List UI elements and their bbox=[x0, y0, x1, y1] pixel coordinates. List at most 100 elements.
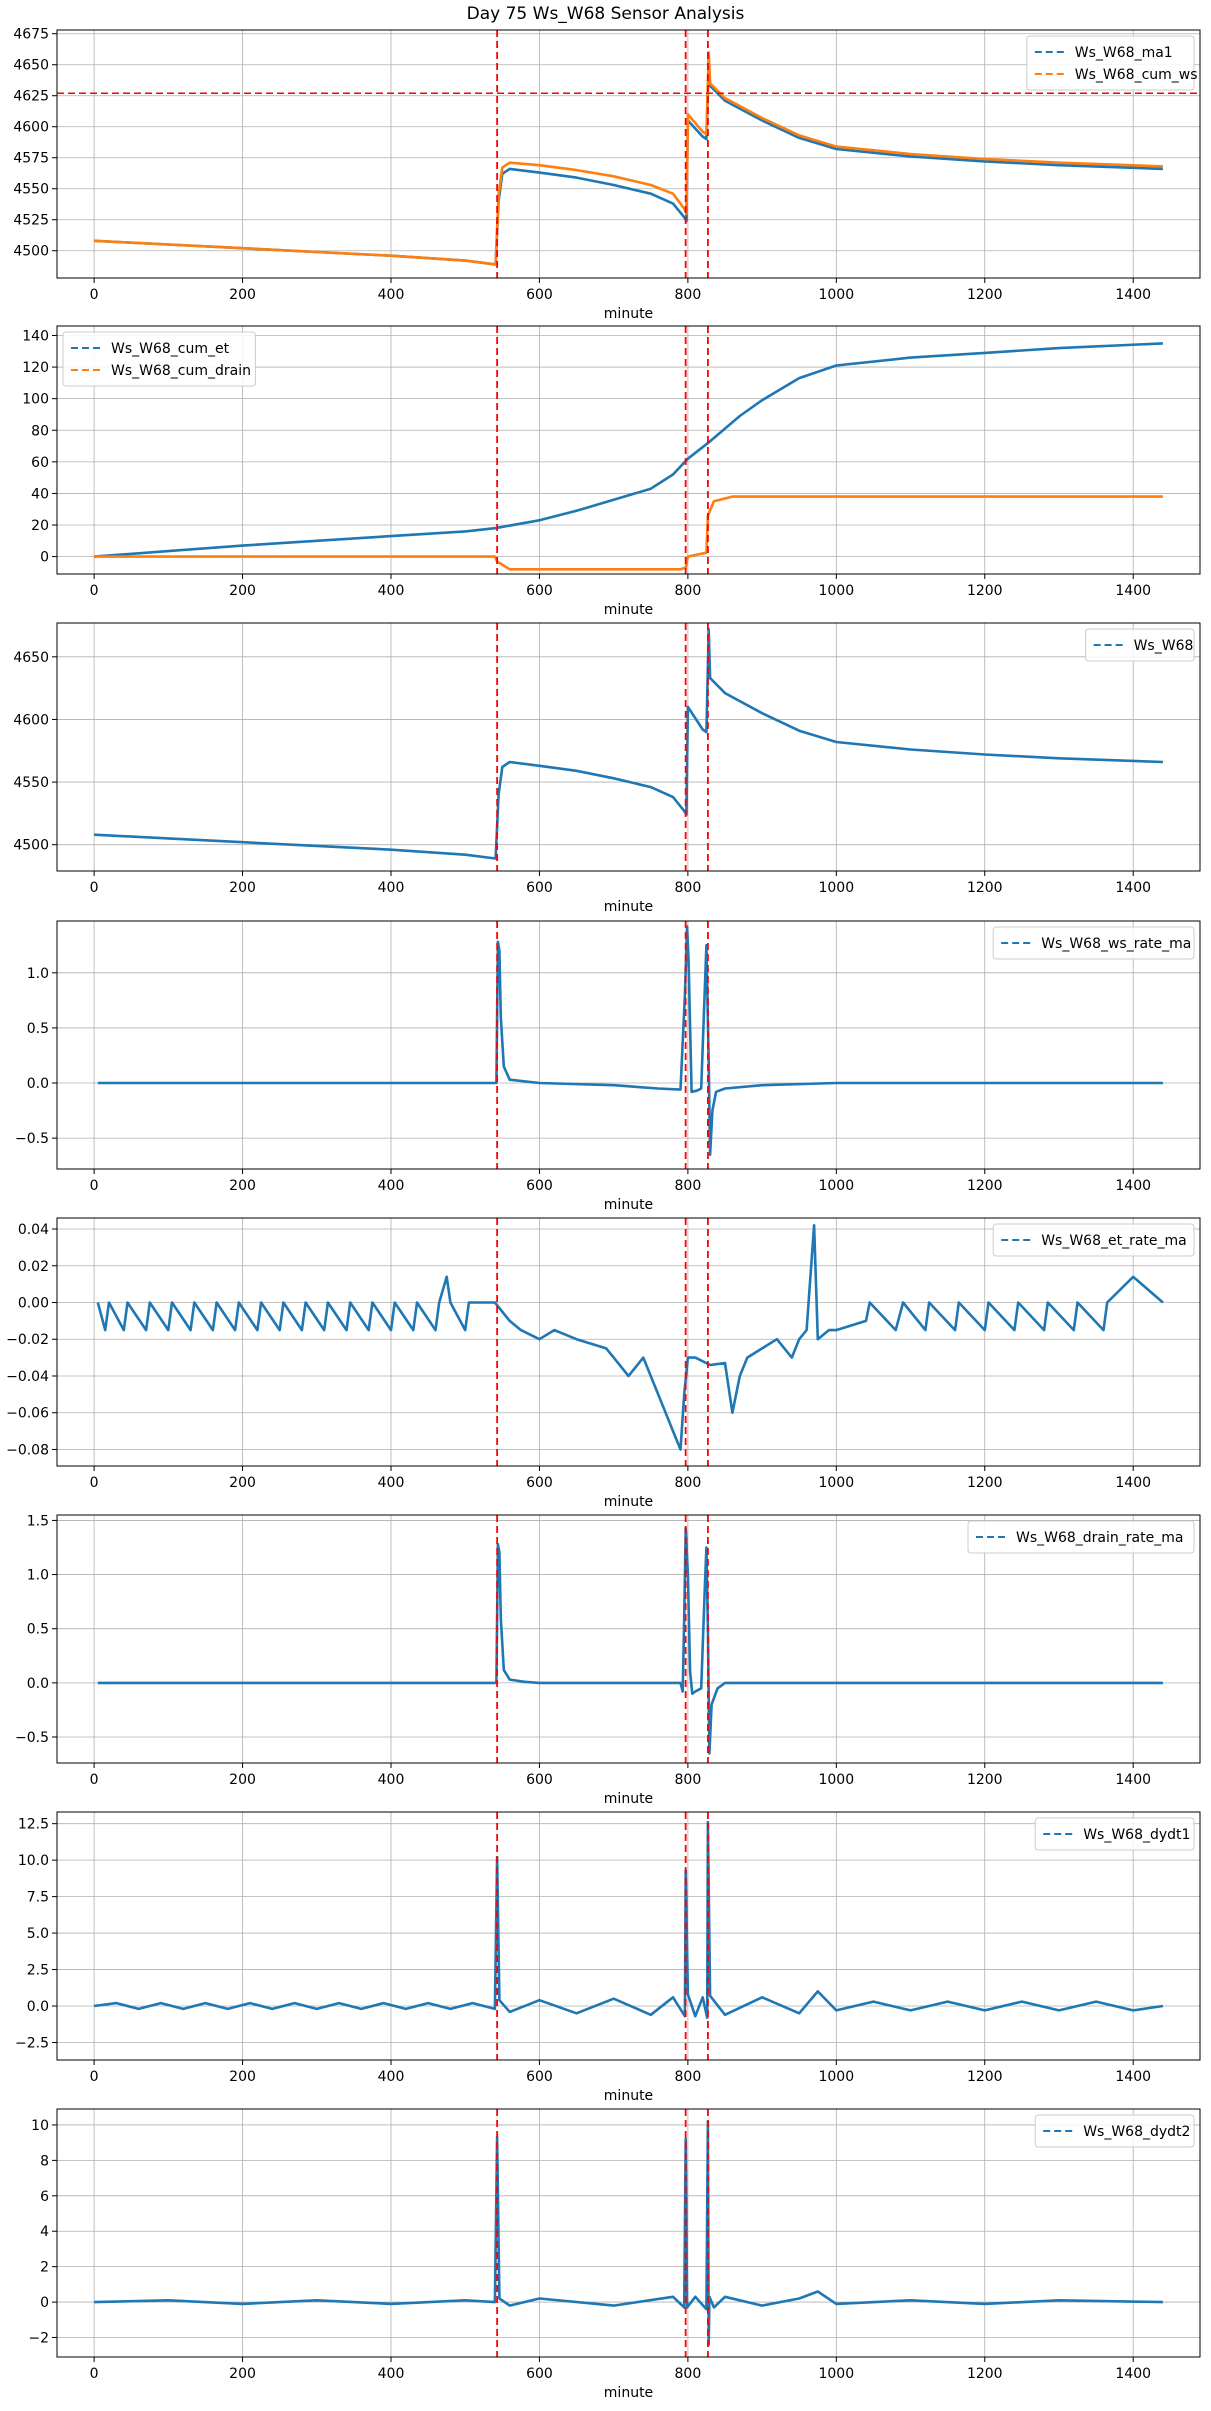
x-tick-label: 1400 bbox=[1115, 880, 1151, 896]
legend-label: Ws_W68_cum_drain bbox=[111, 363, 251, 379]
x-tick-label: 1000 bbox=[818, 2069, 854, 2085]
legend: Ws_W68_dydt1 bbox=[1034, 1817, 1195, 1851]
x-axis-label: minute bbox=[604, 1791, 653, 1807]
series-line-Ws_W68_cum_ws bbox=[94, 50, 1163, 266]
y-tick-label: 0.5 bbox=[27, 1622, 49, 1638]
x-tick-label: 600 bbox=[526, 2366, 553, 2382]
x-axis-label: minute bbox=[604, 2088, 653, 2104]
y-tick-label: 6 bbox=[40, 2189, 49, 2205]
y-tick-label: 4550 bbox=[13, 182, 49, 198]
legend: Ws_W68_et_rate_ma bbox=[992, 1223, 1195, 1257]
axes-frame bbox=[56, 622, 1201, 872]
x-axis-label: minute bbox=[604, 1494, 653, 1510]
x-tick-label: 600 bbox=[526, 1772, 553, 1788]
x-tick-label: 400 bbox=[378, 2069, 405, 2085]
legend-box bbox=[967, 1520, 1195, 1554]
legend-label: Ws_W68_dydt2 bbox=[1083, 2124, 1190, 2140]
legend-label: Ws_W68_cum_ws bbox=[1075, 67, 1198, 83]
x-axis-label: minute bbox=[604, 306, 653, 322]
x-tick-label: 1200 bbox=[967, 287, 1003, 303]
y-tick-label: 0.02 bbox=[18, 1259, 49, 1275]
x-tick-label: 200 bbox=[229, 1475, 256, 1491]
x-tick-label: 1400 bbox=[1115, 583, 1151, 599]
y-tick-label: 20 bbox=[31, 518, 49, 534]
axes-frame bbox=[56, 2108, 1201, 2358]
x-tick-label: 800 bbox=[675, 287, 702, 303]
y-tick-label: −2.5 bbox=[15, 2035, 49, 2051]
x-tick-label: 1000 bbox=[818, 1772, 854, 1788]
legend-box bbox=[992, 1223, 1195, 1257]
y-tick-label: −0.08 bbox=[6, 1442, 49, 1458]
legend-label: Ws_W68 bbox=[1134, 638, 1194, 654]
y-tick-label: 4550 bbox=[13, 775, 49, 791]
x-tick-label: 400 bbox=[378, 287, 405, 303]
y-tick-label: −0.02 bbox=[6, 1332, 49, 1348]
legend-box bbox=[62, 331, 256, 387]
y-tick-label: 10 bbox=[31, 2118, 49, 2134]
x-tick-label: 400 bbox=[378, 2366, 405, 2382]
x-tick-label: 400 bbox=[378, 1772, 405, 1788]
x-axis-label: minute bbox=[604, 602, 653, 618]
x-tick-label: 200 bbox=[229, 1178, 256, 1194]
x-tick-label: 600 bbox=[526, 583, 553, 599]
x-tick-label: 800 bbox=[675, 583, 702, 599]
subplot-6: 0 200 400 600 800 1000 1200 1400 −0.5 0.0 0.5 1.0 1.… bbox=[15, 1513, 1201, 1807]
series-line-Ws_W68 bbox=[94, 627, 1163, 860]
x-tick-label: 1400 bbox=[1115, 2366, 1151, 2382]
y-tick-label: 4 bbox=[40, 2224, 49, 2240]
x-tick-label: 600 bbox=[526, 2069, 553, 2085]
y-tick-label: −0.5 bbox=[15, 1131, 49, 1147]
x-tick-label: 600 bbox=[526, 880, 553, 896]
y-tick-label: −0.06 bbox=[6, 1406, 49, 1422]
legend-label: Ws_W68_et_rate_ma bbox=[1041, 1233, 1187, 1249]
y-tick-label: 100 bbox=[22, 392, 49, 408]
legend-box bbox=[1085, 628, 1195, 662]
y-tick-label: 140 bbox=[22, 328, 49, 344]
series-line-Ws_W68_et_rate_ma bbox=[96, 1224, 1164, 1451]
x-tick-label: 200 bbox=[229, 2069, 256, 2085]
y-tick-label: 0.0 bbox=[27, 1999, 49, 2015]
x-axis-label: minute bbox=[604, 899, 653, 915]
y-tick-label: 80 bbox=[31, 423, 49, 439]
series-line-Ws_W68_ma1 bbox=[94, 63, 1163, 266]
y-tick-label: 60 bbox=[31, 455, 49, 471]
axes-frame bbox=[56, 325, 1201, 575]
x-tick-label: 1400 bbox=[1115, 1178, 1151, 1194]
x-tick-label: 1000 bbox=[818, 287, 854, 303]
y-tick-label: 7.5 bbox=[27, 1890, 49, 1906]
subplot-4: 0 200 400 600 800 1000 1200 1400 −0.5 0.0 0.5 1.0 mi… bbox=[15, 920, 1201, 1213]
x-tick-label: 200 bbox=[229, 880, 256, 896]
y-tick-label: 4575 bbox=[13, 151, 49, 167]
x-tick-label: 0 bbox=[90, 2366, 99, 2382]
x-tick-label: 0 bbox=[90, 583, 99, 599]
legend: Ws_W68_drain_rate_ma bbox=[967, 1520, 1195, 1554]
legend-box bbox=[1034, 1817, 1195, 1851]
y-tick-label: 4650 bbox=[13, 58, 49, 74]
legend-label: Ws_W68_dydt1 bbox=[1083, 1827, 1190, 1843]
legend: Ws_W68_ws_rate_ma bbox=[992, 926, 1195, 960]
legend: Ws_W68_cum_et Ws_W68_cum_drain bbox=[62, 331, 256, 387]
legend-label: Ws_W68_ws_rate_ma bbox=[1041, 936, 1191, 952]
x-tick-label: 1000 bbox=[818, 1178, 854, 1194]
x-tick-label: 1000 bbox=[818, 583, 854, 599]
x-tick-label: 1400 bbox=[1115, 2069, 1151, 2085]
series-line-Ws_W68_ws_rate_ma bbox=[97, 925, 1163, 1156]
y-tick-label: 0 bbox=[40, 2295, 49, 2311]
x-tick-label: 800 bbox=[675, 1772, 702, 1788]
subplot-8: 0 200 400 600 800 1000 1200 1400 −2 0 2 4 6 8 10 minute… bbox=[28, 2108, 1201, 2401]
y-tick-label: 2.5 bbox=[27, 1963, 49, 1979]
axes-frame bbox=[56, 1217, 1201, 1467]
series-line-Ws_W68_cum_drain bbox=[94, 495, 1163, 571]
x-tick-label: 200 bbox=[229, 583, 256, 599]
x-tick-label: 1000 bbox=[818, 880, 854, 896]
x-tick-label: 1200 bbox=[967, 1475, 1003, 1491]
x-tick-label: 400 bbox=[378, 1178, 405, 1194]
legend-label: Ws_W68_ma1 bbox=[1075, 45, 1173, 61]
y-tick-label: 4650 bbox=[13, 650, 49, 666]
y-tick-label: 5.0 bbox=[27, 1926, 49, 1942]
legend-label: Ws_W68_drain_rate_ma bbox=[1016, 1530, 1183, 1546]
subplot-5: 0 200 400 600 800 1000 1200 1400 −0.08 −0.06 −0.04… bbox=[6, 1217, 1201, 1510]
x-tick-label: 1200 bbox=[967, 880, 1003, 896]
x-tick-label: 800 bbox=[675, 880, 702, 896]
